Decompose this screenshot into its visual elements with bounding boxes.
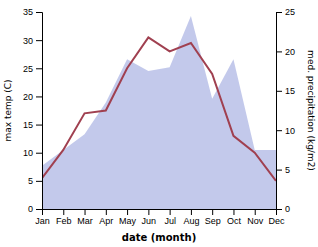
axis-line bbox=[36, 13, 43, 210]
plot-area: JanFebMarAprMayJunJulAugSepOctNovDec0510… bbox=[23, 7, 295, 226]
tick-label: Dec bbox=[268, 216, 285, 226]
tick: 25 bbox=[23, 64, 42, 74]
tick-label: 25 bbox=[285, 7, 295, 17]
tick: 30 bbox=[23, 36, 42, 46]
tick: Nov bbox=[247, 209, 264, 226]
tick: Dec bbox=[268, 209, 285, 226]
tick-label: 10 bbox=[23, 148, 33, 158]
tick-mark bbox=[276, 130, 282, 131]
tick: 35 bbox=[23, 7, 42, 17]
tick: May bbox=[119, 209, 137, 226]
tick-mark bbox=[36, 125, 42, 126]
tick-mark bbox=[148, 209, 149, 215]
tick: Feb bbox=[56, 209, 72, 226]
tick-label: 25 bbox=[23, 64, 33, 74]
tick-label: Jun bbox=[142, 216, 157, 226]
chart: JanFebMarAprMayJunJulAugSepOctNovDec0510… bbox=[0, 0, 318, 247]
y-axis-label: max temp (C) bbox=[3, 79, 13, 141]
tick-mark bbox=[36, 68, 42, 69]
area bbox=[42, 16, 276, 209]
tick: 15 bbox=[23, 120, 42, 130]
marks bbox=[42, 16, 276, 209]
x-axis: Jan Feb Mar Apr May Jun Jul Aug Sep Oct Nov Dec bbox=[35, 209, 285, 226]
tick: 10 bbox=[276, 126, 295, 136]
tick-label: Jan bbox=[35, 216, 50, 226]
tick-label: 15 bbox=[285, 86, 295, 96]
tick-mark bbox=[106, 209, 107, 215]
tick-label: Nov bbox=[247, 216, 264, 226]
tick-mark bbox=[36, 96, 42, 97]
tick-mark bbox=[255, 209, 256, 215]
tick: 5 bbox=[28, 176, 42, 186]
tick-label: Feb bbox=[56, 216, 72, 226]
tick: Jul bbox=[164, 209, 176, 226]
tick-label: Mar bbox=[77, 216, 93, 226]
tick-mark bbox=[63, 209, 64, 215]
tick-mark bbox=[36, 181, 42, 182]
tick: 0 bbox=[28, 204, 42, 214]
axis-line bbox=[277, 13, 283, 210]
tick-label: 5 bbox=[28, 176, 33, 186]
tick: Aug bbox=[183, 209, 199, 226]
tick: 0 bbox=[276, 204, 290, 214]
y2-axis: 0 5 10 15 20 25 bbox=[276, 7, 295, 214]
tick-label: 20 bbox=[23, 92, 33, 102]
tick-mark bbox=[276, 170, 282, 171]
tick-mark bbox=[36, 12, 42, 13]
y-axis: 0 5 10 15 20 25 30 35 bbox=[23, 7, 43, 214]
tick-mark bbox=[127, 209, 128, 215]
axis-line bbox=[43, 210, 277, 216]
tick-label: 5 bbox=[285, 165, 290, 175]
tick: 5 bbox=[276, 165, 290, 175]
x-axis-label: date (month) bbox=[122, 232, 196, 243]
tick-mark bbox=[36, 153, 42, 154]
tick-label: 35 bbox=[23, 7, 33, 17]
tick-label: Jul bbox=[164, 216, 176, 226]
tick-label: 30 bbox=[23, 36, 33, 46]
tick-label: May bbox=[119, 216, 137, 226]
y2-axis-label: med. precipitation (kg/m2) bbox=[306, 50, 316, 171]
tick: 10 bbox=[23, 148, 42, 158]
tick-label: 0 bbox=[285, 204, 290, 214]
tick: 20 bbox=[23, 92, 42, 102]
tick-label: 15 bbox=[23, 120, 33, 130]
tick: Sep bbox=[205, 209, 221, 226]
tick-label: Sep bbox=[205, 216, 221, 226]
tick-mark bbox=[276, 12, 282, 13]
tick: 15 bbox=[276, 86, 295, 96]
tick-mark bbox=[276, 91, 282, 92]
tick-mark bbox=[36, 209, 42, 210]
tick-mark bbox=[233, 209, 234, 215]
tick-mark bbox=[276, 51, 282, 52]
tick-mark bbox=[191, 209, 192, 215]
tick: Jan bbox=[35, 209, 50, 226]
tick-label: 10 bbox=[285, 126, 295, 136]
tick-label: 0 bbox=[28, 204, 33, 214]
tick-label: Oct bbox=[227, 216, 242, 226]
tick-label: 20 bbox=[285, 47, 295, 57]
tick: Oct bbox=[227, 209, 242, 226]
tick-mark bbox=[170, 209, 171, 215]
tick-mark bbox=[36, 40, 42, 41]
tick: 20 bbox=[276, 47, 295, 57]
tick-mark bbox=[85, 209, 86, 215]
tick: 25 bbox=[276, 7, 295, 17]
tick-mark bbox=[276, 209, 282, 210]
line bbox=[42, 37, 276, 181]
tick: Jun bbox=[142, 209, 157, 226]
tick-mark bbox=[212, 209, 213, 215]
tick: Mar bbox=[77, 209, 93, 226]
tick-label: Apr bbox=[99, 216, 113, 226]
tick: Apr bbox=[99, 209, 113, 226]
tick-label: Aug bbox=[183, 216, 199, 226]
